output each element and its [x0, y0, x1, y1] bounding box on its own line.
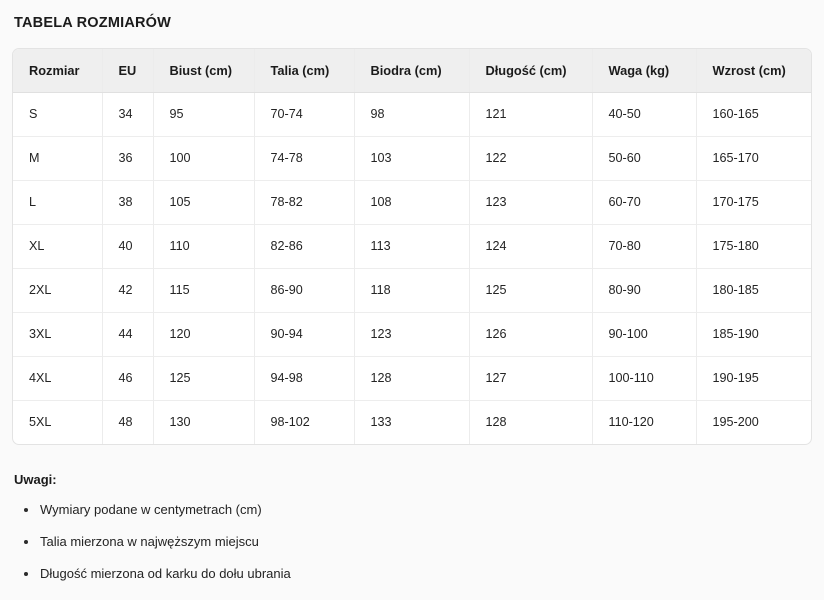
- cell-length: 124: [469, 223, 593, 268]
- cell-length: 127: [469, 355, 593, 400]
- cell-height: 175-180: [696, 223, 811, 268]
- cell-waist: 74-78: [254, 135, 355, 180]
- cell-bust: 95: [153, 92, 255, 136]
- cell-size: L: [13, 179, 103, 224]
- cell-size: 4XL: [13, 355, 103, 400]
- cell-hips: 113: [354, 223, 470, 268]
- cell-eu: 46: [102, 355, 154, 400]
- cell-eu: 44: [102, 311, 154, 356]
- bullet-icon: [24, 540, 28, 544]
- column-header-weight: Waga (kg): [592, 49, 697, 93]
- cell-weight: 50-60: [592, 135, 697, 180]
- cell-bust: 130: [153, 399, 255, 444]
- cell-height: 180-185: [696, 267, 811, 312]
- note-item-label: Długość mierzona od karku do dołu ubrani…: [40, 566, 291, 581]
- cell-weight: 60-70: [592, 179, 697, 224]
- cell-height: 195-200: [696, 399, 811, 444]
- cell-bust: 120: [153, 311, 255, 356]
- table-row: S 34 95 70-74 98 121 40-50 160-165: [13, 92, 811, 136]
- cell-weight: 110-120: [592, 399, 697, 444]
- bullet-icon: [24, 508, 28, 512]
- note-item: Długość mierzona od karku do dołu ubrani…: [14, 565, 812, 583]
- table-row: XL 40 110 82-86 113 124 70-80 175-180: [13, 223, 811, 268]
- cell-length: 128: [469, 399, 593, 444]
- table-row: M 36 100 74-78 103 122 50-60 165-170: [13, 135, 811, 180]
- table-row: 3XL 44 120 90-94 123 126 90-100 185-190: [13, 311, 811, 356]
- cell-weight: 80-90: [592, 267, 697, 312]
- size-table-container: Rozmiar EU Biust (cm) Talia (cm) Biodra …: [12, 48, 812, 445]
- cell-height: 185-190: [696, 311, 811, 356]
- cell-eu: 42: [102, 267, 154, 312]
- column-header-size: Rozmiar: [13, 49, 103, 93]
- note-item: Wymiary podane w centymetrach (cm): [14, 501, 812, 519]
- table-row: 5XL 48 130 98-102 133 128 110-120 195-200: [13, 399, 811, 444]
- table-row: 4XL 46 125 94-98 128 127 100-110 190-195: [13, 355, 811, 400]
- cell-hips: 128: [354, 355, 470, 400]
- column-header-waist: Talia (cm): [254, 49, 355, 93]
- note-item-label: Wymiary podane w centymetrach (cm): [40, 502, 262, 517]
- column-header-height: Wzrost (cm): [696, 49, 811, 93]
- column-header-hips: Biodra (cm): [354, 49, 470, 93]
- note-item-label: Talia mierzona w najwęższym miejscu: [40, 534, 259, 549]
- cell-size: 2XL: [13, 267, 103, 312]
- table-row: 2XL 42 115 86-90 118 125 80-90 180-185: [13, 267, 811, 312]
- cell-hips: 133: [354, 399, 470, 444]
- cell-bust: 125: [153, 355, 255, 400]
- cell-bust: 110: [153, 223, 255, 268]
- cell-size: 3XL: [13, 311, 103, 356]
- cell-length: 121: [469, 92, 593, 136]
- cell-height: 160-165: [712, 107, 759, 121]
- cell-waist: 86-90: [254, 267, 355, 312]
- notes-title: Uwagi:: [14, 472, 57, 487]
- cell-bust: 105: [153, 179, 255, 224]
- cell-waist: 70-74: [254, 92, 355, 136]
- column-header-eu: EU: [102, 49, 154, 93]
- cell-weight: 90-100: [592, 311, 697, 356]
- cell-bust: 115: [153, 267, 255, 312]
- cell-size: M: [13, 135, 103, 180]
- cell-eu: 38: [102, 179, 154, 224]
- cell-waist: 90-94: [254, 311, 355, 356]
- cell-weight: 70-80: [592, 223, 697, 268]
- table-row: L 38 105 78-82 108 123 60-70 170-175: [13, 179, 811, 224]
- notes-list: Wymiary podane w centymetrach (cm) Talia …: [14, 501, 812, 583]
- cell-size: S: [13, 92, 103, 136]
- cell-size: 5XL: [13, 399, 103, 444]
- cell-length: 126: [469, 311, 593, 356]
- cell-hips: 103: [354, 135, 470, 180]
- cell-eu: 34: [102, 92, 154, 136]
- table-header: Rozmiar EU Biust (cm) Talia (cm) Biodra …: [13, 49, 811, 93]
- cell-length: 123: [469, 179, 593, 224]
- size-table: Rozmiar EU Biust (cm) Talia (cm) Biodra …: [13, 49, 811, 444]
- notes-section: Uwagi: Wymiary podane w centymetrach (cm…: [12, 471, 812, 583]
- cell-hips: 123: [354, 311, 470, 356]
- cell-length: 122: [469, 135, 593, 180]
- cell-waist: 78-82: [254, 179, 355, 224]
- cell-height: 190-195: [696, 355, 811, 400]
- cell-weight: 100-110: [592, 355, 697, 400]
- cell-eu: 36: [102, 135, 154, 180]
- cell-size: XL: [13, 223, 103, 268]
- cell-height: 165-170: [696, 135, 811, 180]
- note-item: Talia mierzona w najwęższym miejscu: [14, 533, 812, 551]
- table-header-row: Rozmiar EU Biust (cm) Talia (cm) Biodra …: [13, 49, 811, 93]
- cell-bust: 100: [153, 135, 255, 180]
- cell-hips: 108: [354, 179, 470, 224]
- cell-length: 125: [469, 267, 593, 312]
- column-header-length: Długość (cm): [469, 49, 593, 93]
- cell-eu: 48: [102, 399, 154, 444]
- cell-waist: 98-102: [254, 399, 355, 444]
- cell-hips: 118: [354, 267, 470, 312]
- page-title: TABELA ROZMIARÓW: [14, 15, 172, 31]
- cell-eu: 40: [102, 223, 154, 268]
- cell-hips: 98: [354, 92, 470, 136]
- cell-height: 170-175: [696, 179, 811, 224]
- cell-waist: 82-86: [254, 223, 355, 268]
- table-body: S 34 95 70-74 98 121 40-50 160-165 M 36 100 74-78 10…: [13, 92, 811, 444]
- cell-weight: 40-50: [592, 92, 697, 136]
- column-header-bust: Biust (cm): [153, 49, 255, 93]
- cell-waist: 94-98: [254, 355, 355, 400]
- bullet-icon: [24, 572, 28, 576]
